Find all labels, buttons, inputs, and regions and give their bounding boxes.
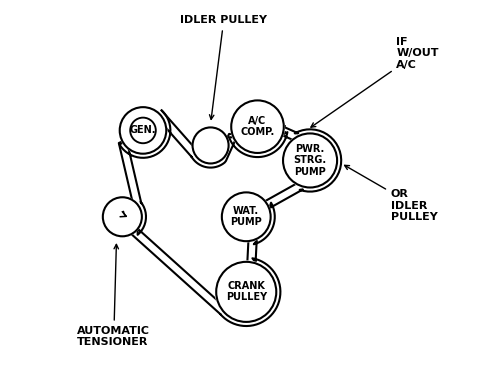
Text: AUTOMATIC
TENSIONER: AUTOMATIC TENSIONER <box>78 244 150 347</box>
Text: IF
W/OUT
A/C: IF W/OUT A/C <box>311 37 439 127</box>
Circle shape <box>214 260 278 323</box>
Circle shape <box>283 133 337 187</box>
Text: IDLER PULLEY: IDLER PULLEY <box>180 15 267 119</box>
Text: GEN.: GEN. <box>130 125 156 135</box>
Circle shape <box>231 100 284 153</box>
Circle shape <box>216 262 276 322</box>
Circle shape <box>118 106 168 155</box>
Text: PWR.
STRG.
PUMP: PWR. STRG. PUMP <box>294 144 326 177</box>
Circle shape <box>102 196 143 237</box>
Circle shape <box>282 132 339 189</box>
Text: A/C
COMP.: A/C COMP. <box>240 116 274 137</box>
Circle shape <box>130 118 156 143</box>
Circle shape <box>192 127 228 163</box>
Text: CRANK
PULLEY: CRANK PULLEY <box>226 281 267 303</box>
Text: WAT.
PUMP: WAT. PUMP <box>230 206 262 227</box>
Text: OR
IDLER
PULLEY: OR IDLER PULLEY <box>344 165 438 222</box>
Circle shape <box>220 191 272 242</box>
Circle shape <box>230 99 285 154</box>
Circle shape <box>192 126 230 164</box>
Circle shape <box>103 197 142 236</box>
Circle shape <box>120 107 166 154</box>
Circle shape <box>222 192 270 241</box>
